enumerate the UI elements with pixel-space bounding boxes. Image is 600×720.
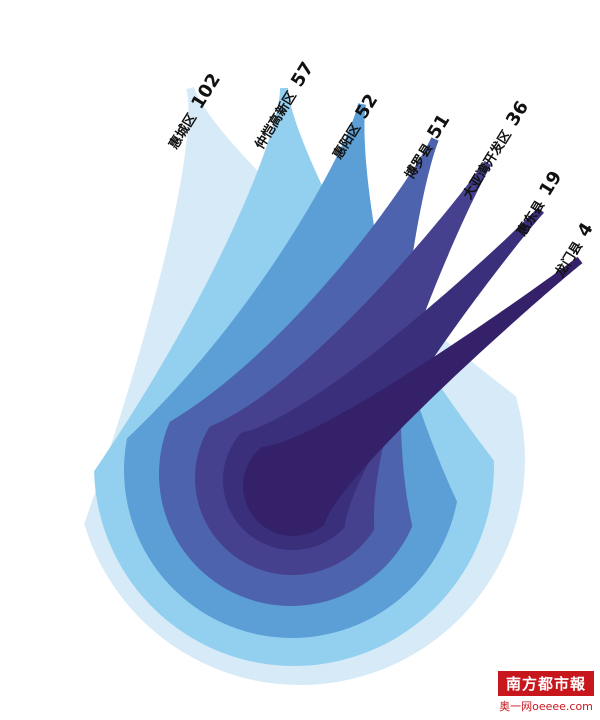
- drop-layer-7: [242, 256, 583, 537]
- value-label: 57: [287, 58, 318, 90]
- category-label: 惠东县: [514, 198, 548, 240]
- value-label: 36: [502, 97, 533, 129]
- value-label: 4: [573, 219, 597, 241]
- logo-site: 奥一网oeeee.com: [499, 700, 593, 713]
- category-label: 大亚湾开发区: [460, 127, 515, 202]
- value-label: 51: [423, 110, 454, 142]
- value-label: 102: [187, 70, 225, 113]
- logo-name: 南方都市報: [498, 671, 594, 696]
- category-label: 龙门县: [552, 239, 586, 281]
- value-label: 19: [535, 167, 566, 199]
- newspaper-logo: 南方都市報 奥一网oeeee.com: [498, 671, 594, 714]
- chart-layers: [84, 86, 583, 686]
